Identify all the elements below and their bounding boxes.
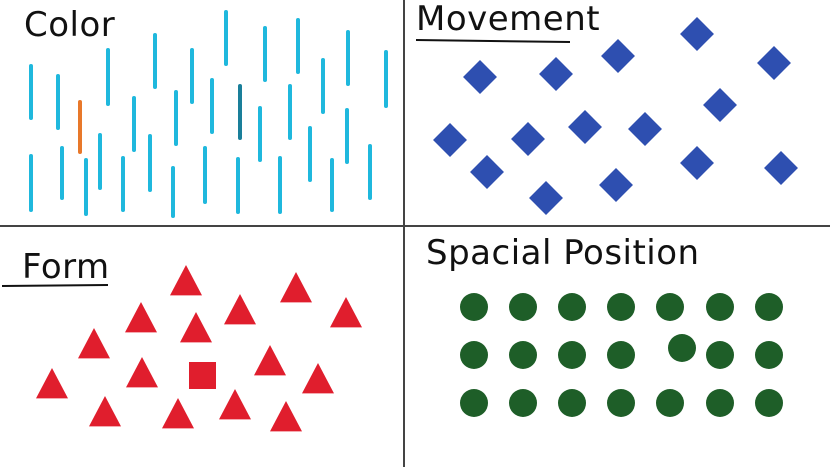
dot	[706, 293, 734, 321]
triangle	[280, 272, 312, 303]
dot	[755, 341, 783, 369]
dot	[558, 293, 586, 321]
color-panel-lines	[29, 10, 388, 218]
spacial-panel-dots	[460, 293, 783, 417]
panel-title-spacial-position: Spacial Position	[426, 233, 700, 273]
diamond	[601, 39, 635, 73]
panel-title-color: Color	[24, 5, 115, 45]
dot	[460, 293, 488, 321]
triangle	[330, 297, 362, 328]
diamond	[539, 57, 573, 91]
dot	[460, 389, 488, 417]
dot	[607, 389, 635, 417]
triangle	[180, 312, 212, 343]
triangle	[219, 389, 251, 420]
triangle	[36, 368, 68, 399]
diamond	[470, 155, 504, 189]
form-title-underline	[1, 284, 109, 287]
dot	[509, 293, 537, 321]
triangle	[224, 294, 256, 325]
diamond	[433, 123, 467, 157]
diamond	[680, 17, 714, 51]
diamond	[757, 46, 791, 80]
dot	[755, 293, 783, 321]
triangle	[126, 357, 158, 388]
dot	[509, 341, 537, 369]
diamond	[511, 122, 545, 156]
dot	[509, 389, 537, 417]
dot	[558, 389, 586, 417]
diamond	[703, 88, 737, 122]
dot	[607, 341, 635, 369]
dot	[755, 389, 783, 417]
diamond	[680, 146, 714, 180]
panel-title-movement: Movement	[416, 0, 600, 39]
movement-panel-diamonds	[433, 17, 798, 215]
diamond	[764, 151, 798, 185]
diamond	[529, 181, 563, 215]
dot	[460, 341, 488, 369]
triangle	[270, 401, 302, 432]
panel-title-form: Form	[22, 247, 110, 287]
dot	[656, 389, 684, 417]
form-panel-shapes	[36, 265, 362, 432]
triangle	[89, 396, 121, 427]
diamond	[568, 110, 602, 144]
diamond	[628, 112, 662, 146]
triangle	[78, 328, 110, 359]
square	[189, 362, 216, 389]
triangle	[125, 302, 157, 333]
triangle	[302, 363, 334, 394]
dot	[607, 293, 635, 321]
diamond	[599, 168, 633, 202]
dot	[706, 341, 734, 369]
dot	[656, 293, 684, 321]
diamond	[463, 60, 497, 94]
triangle	[162, 398, 194, 429]
dot	[558, 341, 586, 369]
triangle	[170, 265, 202, 296]
movement-title-underline	[415, 39, 571, 43]
dot	[706, 389, 734, 417]
triangle	[254, 345, 286, 376]
offset-dot	[668, 334, 696, 362]
